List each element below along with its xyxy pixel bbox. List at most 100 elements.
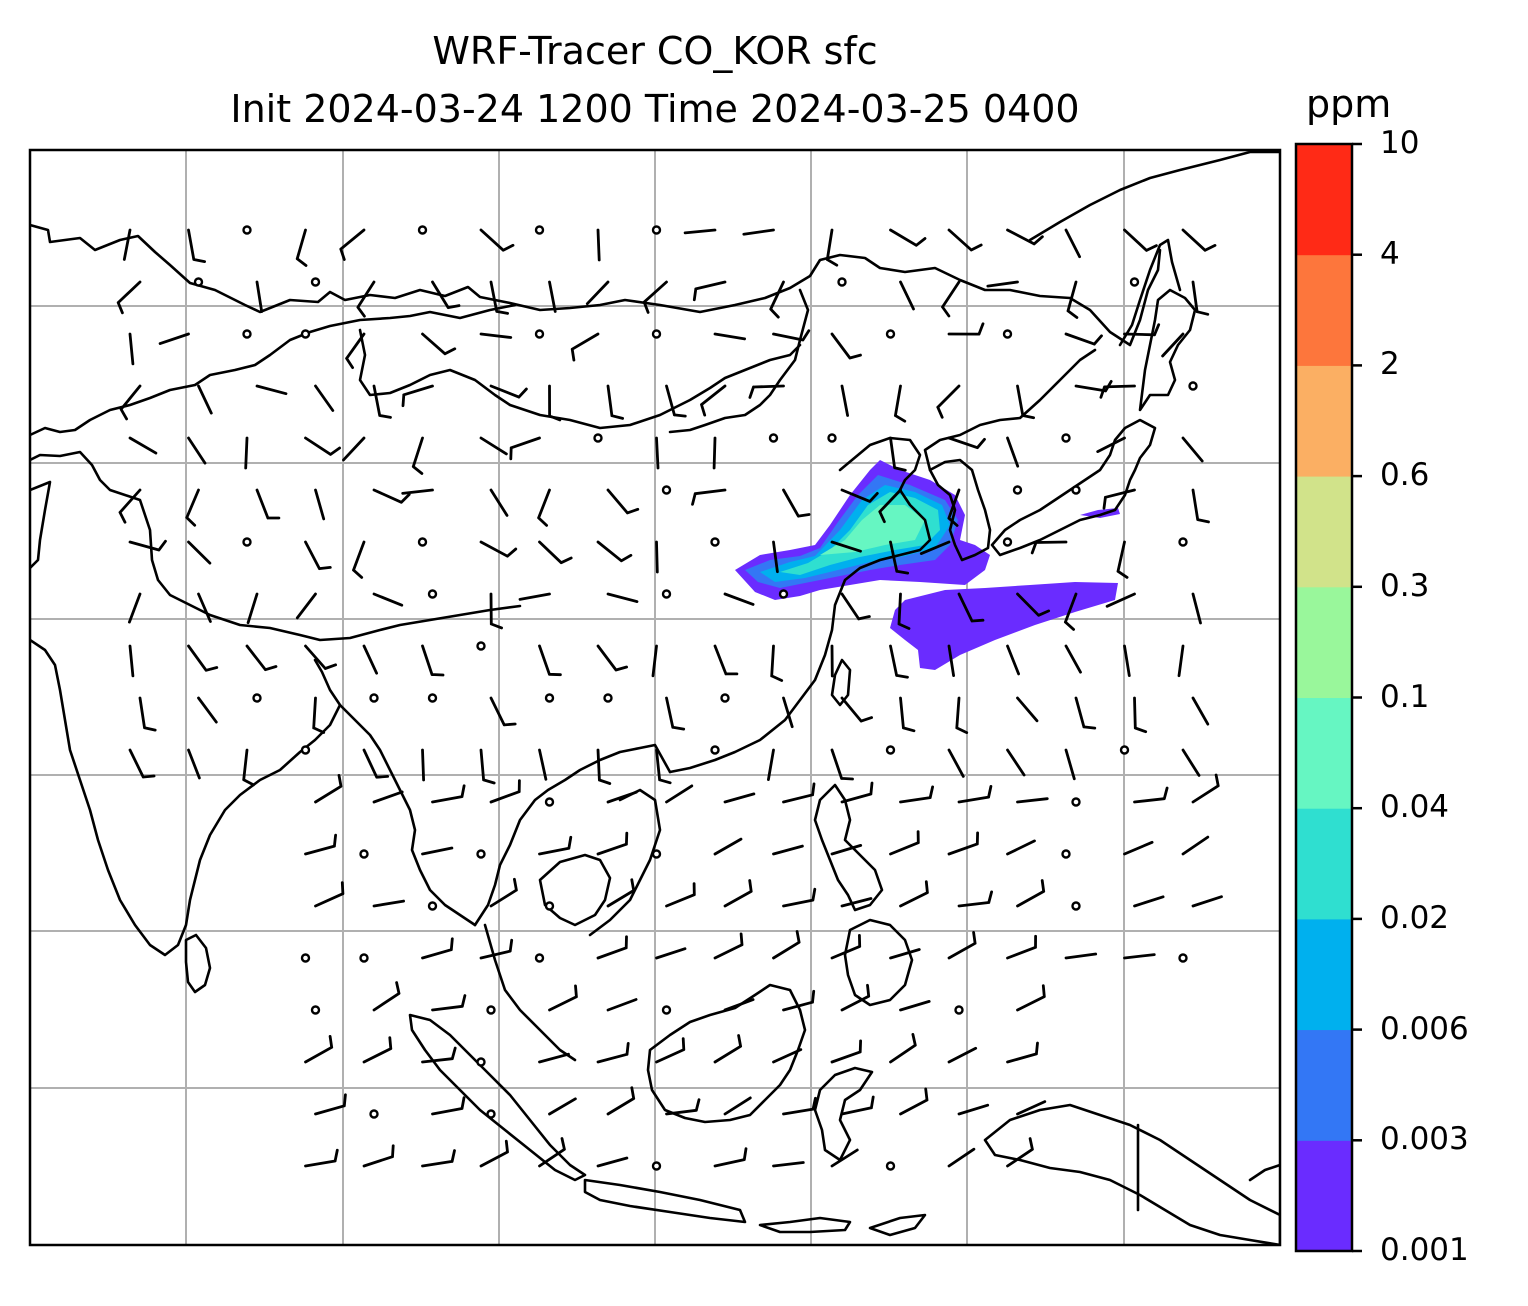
wind-barb bbox=[548, 984, 578, 1012]
wind-barb bbox=[421, 937, 454, 960]
wind-barb bbox=[713, 932, 744, 960]
wind-barb bbox=[899, 880, 929, 908]
wind-barb bbox=[1116, 540, 1129, 579]
wind-barb bbox=[401, 384, 434, 408]
wind-barb bbox=[596, 748, 612, 785]
wind-barb bbox=[947, 1046, 978, 1064]
wind-barb bbox=[1006, 644, 1020, 676]
wind-barb bbox=[1123, 644, 1131, 677]
wind-barb bbox=[1123, 840, 1154, 856]
wind-barb bbox=[947, 931, 977, 960]
calm-wind-marker bbox=[651, 225, 662, 235]
wind-barb bbox=[899, 1087, 929, 1116]
calm-wind-marker bbox=[242, 225, 252, 235]
calm-wind-marker bbox=[1002, 537, 1013, 547]
wind-barb bbox=[713, 332, 746, 341]
colorbar-tick-label: 0.02 bbox=[1380, 899, 1450, 936]
wind-barb bbox=[899, 785, 934, 804]
wind-barb bbox=[840, 592, 871, 621]
wind-barb bbox=[197, 696, 218, 724]
wind-barb bbox=[1006, 228, 1044, 246]
wind-barb bbox=[947, 1147, 976, 1168]
wind-barb bbox=[128, 332, 135, 366]
wind-barb bbox=[1064, 952, 1098, 960]
calm-wind-marker bbox=[661, 1005, 672, 1015]
wind-barb bbox=[1016, 879, 1046, 908]
calm-wind-marker bbox=[885, 1161, 896, 1171]
wind-barb bbox=[1123, 953, 1156, 960]
wind-barb bbox=[889, 540, 910, 575]
calm-wind-marker bbox=[885, 745, 896, 755]
wind-barb bbox=[538, 1137, 566, 1168]
wind-barb bbox=[742, 228, 775, 236]
wind-barb bbox=[138, 696, 157, 732]
wind-barb bbox=[713, 837, 743, 856]
wind-barb bbox=[955, 696, 969, 734]
wind-barb bbox=[411, 436, 424, 475]
calm-wind-marker bbox=[300, 329, 311, 339]
wind-barb bbox=[830, 844, 863, 856]
wind-barb bbox=[1191, 280, 1210, 316]
wind-barb bbox=[782, 488, 811, 518]
colorbar-segment bbox=[1296, 254, 1352, 366]
colorbar-segment bbox=[1296, 1140, 1352, 1252]
wind-barb bbox=[947, 831, 979, 856]
wind-barb bbox=[1181, 748, 1201, 777]
wind-barb bbox=[899, 1000, 931, 1012]
wind-barb bbox=[342, 436, 366, 462]
calm-wind-marker bbox=[534, 329, 545, 339]
wind-barb bbox=[295, 228, 308, 267]
wind-barb bbox=[1064, 644, 1082, 674]
wind-barb bbox=[489, 280, 509, 315]
wind-barb bbox=[1181, 228, 1217, 252]
wind-barb bbox=[692, 280, 727, 302]
wind-barb bbox=[596, 935, 628, 960]
wind-barb bbox=[548, 280, 557, 313]
wind-barb bbox=[665, 384, 687, 418]
wind-barb bbox=[362, 1144, 395, 1168]
calm-wind-marker bbox=[300, 745, 311, 755]
wind-barb bbox=[1096, 436, 1126, 453]
calm-wind-marker bbox=[544, 797, 555, 807]
wind-barb bbox=[489, 877, 518, 908]
wind-barb bbox=[606, 1086, 636, 1116]
wind-barb bbox=[372, 981, 401, 1012]
wind-barbs bbox=[116, 228, 1223, 1168]
wind-barb bbox=[596, 1156, 629, 1168]
wind-barb bbox=[1177, 644, 1185, 678]
wind-barb bbox=[1191, 592, 1202, 625]
wind-barb bbox=[421, 748, 425, 782]
wind-barb bbox=[700, 384, 727, 417]
wind-barb bbox=[538, 644, 562, 677]
wind-barb bbox=[723, 1096, 752, 1116]
wind-barb bbox=[295, 592, 317, 620]
wind-barb bbox=[1064, 592, 1078, 631]
calm-wind-marker bbox=[417, 537, 428, 547]
wind-barb bbox=[479, 228, 515, 252]
wind-barb bbox=[304, 644, 337, 670]
wind-barb bbox=[772, 1048, 803, 1064]
calm-wind-marker bbox=[486, 1005, 496, 1015]
wind-barb bbox=[362, 1036, 393, 1064]
calm-wind-marker bbox=[1071, 797, 1081, 807]
calm-wind-marker bbox=[1012, 485, 1023, 495]
calm-wind-marker bbox=[427, 693, 438, 703]
wind-barb bbox=[1102, 488, 1136, 510]
wind-barb bbox=[489, 384, 528, 399]
calm-wind-marker bbox=[310, 1005, 321, 1015]
calm-wind-marker bbox=[369, 693, 379, 703]
wind-barb bbox=[372, 488, 411, 504]
wind-barb bbox=[1006, 839, 1036, 856]
calm-wind-marker bbox=[476, 1057, 486, 1067]
wind-barb bbox=[1006, 748, 1026, 777]
calm-wind-marker bbox=[486, 1109, 496, 1119]
colorbar-segment bbox=[1296, 697, 1352, 809]
wind-barb bbox=[655, 748, 672, 785]
wind-barb bbox=[1006, 1041, 1039, 1064]
wind-barb bbox=[185, 488, 200, 527]
wind-barb bbox=[431, 280, 461, 309]
colorbar-tick-label: 0.04 bbox=[1380, 789, 1450, 826]
wind-barb bbox=[1006, 1137, 1034, 1168]
wind-barb bbox=[489, 488, 509, 517]
wind-barb bbox=[1133, 696, 1148, 734]
